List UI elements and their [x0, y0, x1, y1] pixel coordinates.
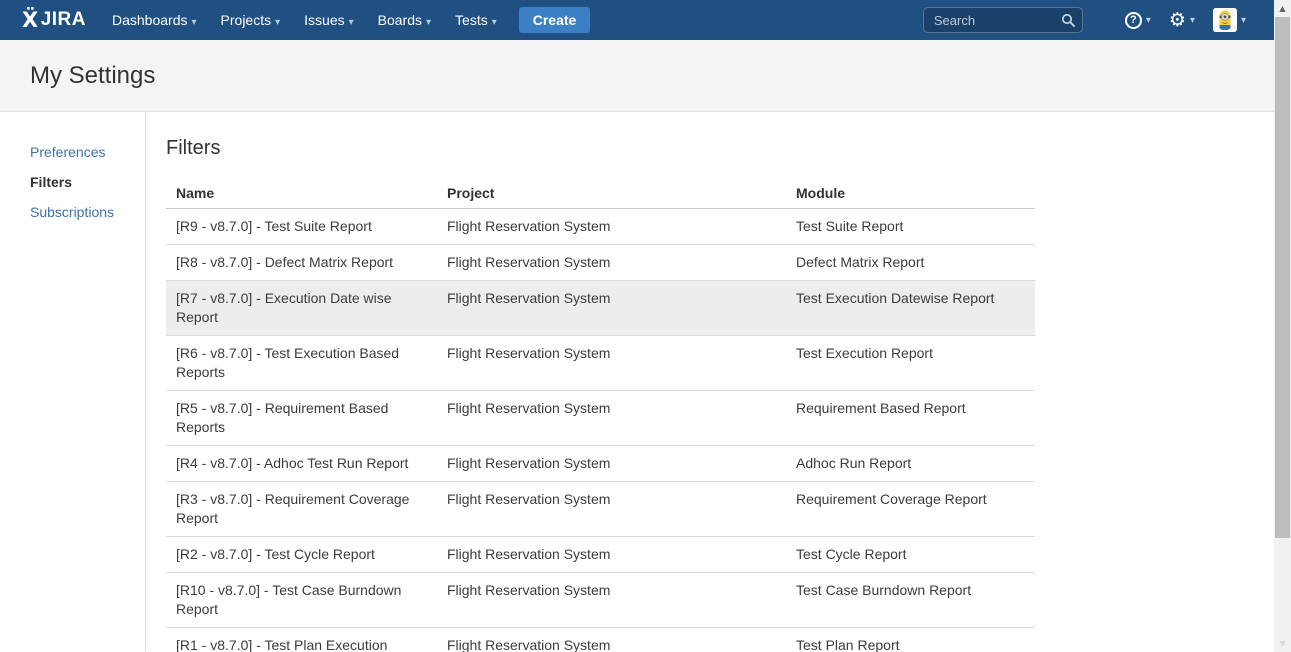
chevron-down-icon: ▾	[191, 17, 197, 28]
user-avatar	[1212, 8, 1237, 32]
cell-project: Flight Reservation System	[437, 208, 786, 245]
chevron-down-icon: ▾	[275, 17, 281, 28]
content-area: Preferences Filters Subscriptions Filters …	[0, 112, 1274, 652]
jira-logo[interactable]: Ẍ JIRA	[22, 9, 86, 31]
cell-name: [R7 - v8.7.0] - Execution Date wise Repo…	[166, 280, 437, 336]
cell-name: [R3 - v8.7.0] - Requirement Coverage Rep…	[166, 481, 437, 537]
page-header-band: My Settings	[0, 40, 1274, 112]
cell-name: [R4 - v8.7.0] - Adhoc Test Run Report	[166, 445, 437, 482]
cell-project: Flight Reservation System	[437, 390, 786, 446]
cell-project: Flight Reservation System	[437, 627, 786, 652]
help-icon: ?	[1124, 11, 1142, 29]
cell-project: Flight Reservation System	[437, 244, 786, 281]
table-row[interactable]: [R8 - v8.7.0] - Defect Matrix Report Flig…	[166, 244, 1035, 281]
filters-table: Name Project Module [R9 - v8.7.0] - Test…	[166, 178, 1035, 652]
cell-name: [R10 - v8.7.0] - Test Case Burndown Repo…	[166, 572, 437, 628]
search-icon	[1061, 14, 1075, 27]
cell-module: Requirement Based Report	[786, 390, 1035, 446]
cell-name: [R1 - v8.7.0] - Test Plan Execution	[166, 627, 437, 652]
gear-icon: ⚙	[1168, 8, 1186, 31]
cell-project: Flight Reservation System	[437, 572, 786, 628]
nav-menu-boards[interactable]: Boards ▾	[377, 12, 432, 28]
create-button[interactable]: Create	[518, 7, 591, 33]
cell-project: Flight Reservation System	[437, 280, 786, 336]
cell-module: Test Execution Report	[786, 335, 1035, 391]
cell-module: Test Cycle Report	[786, 536, 1035, 573]
nav-menu-projects[interactable]: Projects ▾	[220, 12, 281, 28]
navbar-right-cluster: ? ▾ ⚙ ▾	[922, 7, 1274, 33]
table-row[interactable]: [R7 - v8.7.0] - Execution Date wise Repo…	[166, 280, 1035, 336]
cell-module: Requirement Coverage Report	[786, 481, 1035, 537]
scrollbar-thumb[interactable]	[1275, 17, 1290, 538]
chevron-down-icon: ▾	[1189, 14, 1195, 26]
sidebar-item-subscriptions[interactable]: Subscriptions	[30, 204, 115, 220]
table-row[interactable]: [R5 - v8.7.0] - Requirement Based Report…	[166, 390, 1035, 446]
nav-menu-issues[interactable]: Issues ▾	[304, 12, 354, 28]
table-row[interactable]: [R3 - v8.7.0] - Requirement Coverage Rep…	[166, 481, 1035, 537]
cell-project: Flight Reservation System	[437, 445, 786, 482]
vertical-scrollbar[interactable]: ▲ ▼	[1274, 0, 1291, 652]
cell-module: Test Execution Datewise Report	[786, 280, 1035, 336]
cell-module: Test Suite Report	[786, 208, 1035, 245]
nav-menu-dashboards[interactable]: Dashboards ▾	[112, 12, 197, 28]
scrollbar-up-arrow-icon[interactable]: ▲	[1274, 0, 1291, 17]
table-header-row: Name Project Module	[166, 178, 1035, 209]
sidebar-item-filters[interactable]: Filters	[30, 174, 73, 190]
column-header-name: Name	[166, 178, 437, 209]
chevron-down-icon: ▾	[1240, 14, 1246, 26]
cell-module: Defect Matrix Report	[786, 244, 1035, 281]
table-row[interactable]: [R2 - v8.7.0] - Test Cycle Report Flight …	[166, 536, 1035, 573]
cell-name: [R9 - v8.7.0] - Test Suite Report	[166, 208, 437, 245]
jira-charlie-icon: Ẍ	[22, 7, 39, 32]
settings-sidebar: Preferences Filters Subscriptions	[0, 112, 146, 651]
filters-heading: Filters	[166, 137, 221, 159]
chevron-down-icon: ▾	[491, 17, 497, 28]
search-box	[922, 7, 1083, 33]
search-input[interactable]	[922, 7, 1083, 33]
chevron-down-icon: ▾	[426, 17, 432, 28]
table-row[interactable]: [R1 - v8.7.0] - Test Plan Execution Fligh…	[166, 627, 1035, 652]
minion-avatar-image	[1212, 8, 1237, 32]
table-row[interactable]: [R10 - v8.7.0] - Test Case Burndown Repo…	[166, 572, 1035, 628]
cell-name: [R8 - v8.7.0] - Defect Matrix Report	[166, 244, 437, 281]
table-row[interactable]: [R9 - v8.7.0] - Test Suite Report Flight …	[166, 208, 1035, 245]
cell-module: Test Case Burndown Report	[786, 572, 1035, 628]
sidebar-item-preferences[interactable]: Preferences	[30, 144, 106, 160]
column-header-project: Project	[437, 178, 786, 209]
scrollbar-down-arrow-icon[interactable]: ▼	[1279, 639, 1286, 648]
cell-project: Flight Reservation System	[437, 335, 786, 391]
cell-name: [R6 - v8.7.0] - Test Execution Based Rep…	[166, 335, 437, 391]
help-menu[interactable]: ? ▾	[1124, 11, 1151, 29]
column-header-module: Module	[786, 178, 1035, 209]
nav-menu-tests[interactable]: Tests ▾	[455, 12, 497, 28]
table-row[interactable]: [R6 - v8.7.0] - Test Execution Based Rep…	[166, 335, 1035, 391]
jira-logo-text: JIRA	[40, 9, 86, 30]
cell-project: Flight Reservation System	[437, 536, 786, 573]
cell-module: Test Plan Report	[786, 627, 1035, 652]
cell-name: [R2 - v8.7.0] - Test Cycle Report	[166, 536, 437, 573]
admin-settings-menu[interactable]: ⚙ ▾	[1168, 8, 1195, 31]
top-navbar: Ẍ JIRA Dashboards ▾ Projects ▾ Issues ▾ Boa…	[0, 0, 1274, 40]
chevron-down-icon: ▾	[1145, 14, 1151, 26]
main-panel: Filters Name Project Module [R9 - v8.7.0…	[146, 112, 1274, 652]
cell-project: Flight Reservation System	[437, 481, 786, 537]
filters-table-body: [R9 - v8.7.0] - Test Suite Report Flight …	[166, 208, 1035, 652]
table-row[interactable]: [R4 - v8.7.0] - Adhoc Test Run Report Fli…	[166, 445, 1035, 482]
page-title: My Settings	[30, 61, 156, 89]
chevron-down-icon: ▾	[348, 17, 354, 28]
user-profile-menu[interactable]: ▾	[1212, 8, 1246, 32]
cell-module: Adhoc Run Report	[786, 445, 1035, 482]
cell-name: [R5 - v8.7.0] - Requirement Based Report…	[166, 390, 437, 446]
